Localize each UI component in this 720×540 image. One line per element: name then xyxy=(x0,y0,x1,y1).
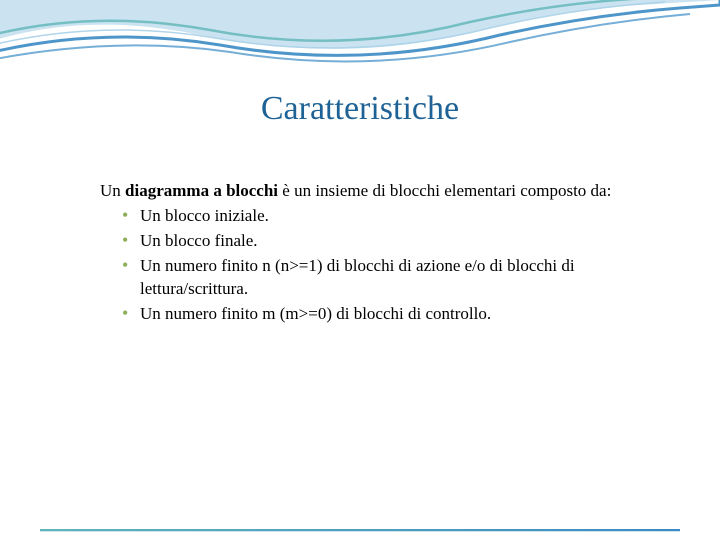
bullet-item: Un blocco finale. xyxy=(122,230,640,253)
slide-title: Caratteristiche xyxy=(0,90,720,128)
intro-paragraph: Un diagramma a blocchi è un insieme di b… xyxy=(100,180,640,203)
intro-text-1: Un xyxy=(100,181,125,200)
bullet-list: Un blocco iniziale. Un blocco finale. Un… xyxy=(100,205,640,326)
intro-bold-term: diagramma a blocchi xyxy=(125,181,278,200)
bullet-item: Un numero finito n (n>=1) di blocchi di … xyxy=(122,255,640,301)
bullet-item: Un numero finito m (m>=0) di blocchi di … xyxy=(122,303,640,326)
bullet-item: Un blocco iniziale. xyxy=(122,205,640,228)
intro-text-2: è un insieme di blocchi elementari compo… xyxy=(278,181,611,200)
decorative-footer-line xyxy=(40,520,680,522)
slide-body: Un diagramma a blocchi è un insieme di b… xyxy=(100,180,640,328)
decorative-wave-header xyxy=(0,0,720,90)
